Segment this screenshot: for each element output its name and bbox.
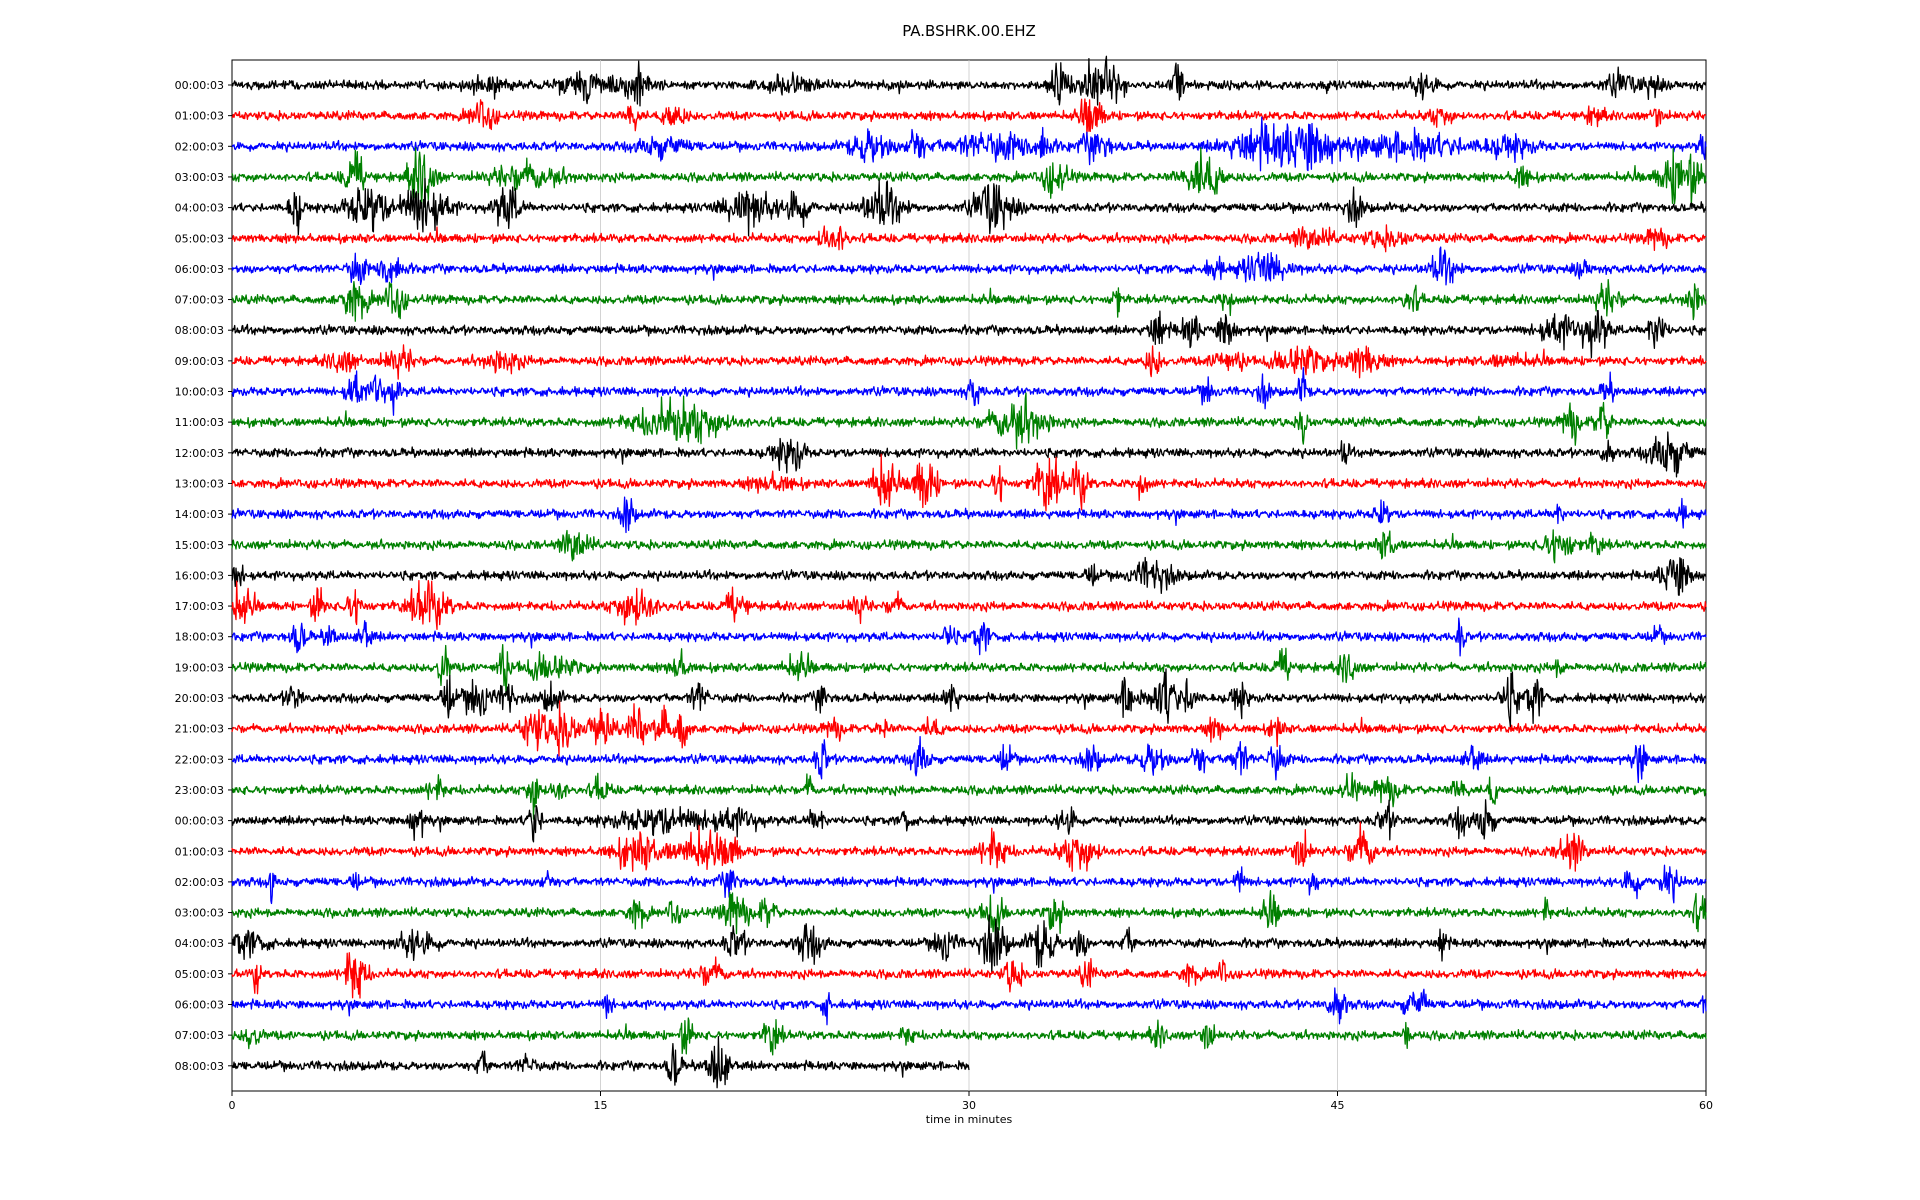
row-time-label: 14:00:03 — [175, 508, 224, 521]
trace-row — [231, 799, 1707, 843]
trace-row — [231, 392, 1707, 450]
row-time-label: 04:00:03 — [175, 202, 224, 215]
trace-row — [231, 246, 1707, 286]
seismic-traces — [231, 55, 1707, 1089]
trace-row — [231, 1036, 970, 1089]
trace-row — [231, 1017, 1707, 1056]
x-tick-label: 15 — [594, 1099, 608, 1112]
x-tick-label: 45 — [1331, 1099, 1345, 1112]
trace-row — [231, 431, 1707, 478]
row-time-label: 16:00:03 — [175, 569, 224, 582]
row-time-label: 09:00:03 — [175, 355, 224, 368]
row-time-label: 13:00:03 — [175, 477, 224, 490]
row-time-label: 00:00:03 — [175, 815, 224, 828]
row-time-label: 10:00:03 — [175, 386, 224, 399]
trace-row — [231, 644, 1707, 694]
trace-row — [231, 821, 1707, 872]
trace-row — [231, 98, 1707, 135]
x-axis-label: time in minutes — [926, 1113, 1013, 1126]
trace-row — [231, 556, 1707, 596]
trace-row — [231, 771, 1707, 820]
row-time-labels: 00:00:03 01:00:03 02:00:03 03:00:03 04:00:03… — [175, 79, 232, 1073]
trace-row — [231, 617, 1707, 657]
row-time-label: 05:00:03 — [175, 232, 224, 245]
trace-row — [231, 496, 1707, 534]
trace-row — [231, 735, 1707, 784]
trace-row — [231, 529, 1707, 564]
trace-row — [231, 889, 1707, 938]
row-time-label: 06:00:03 — [175, 263, 224, 276]
trace-row — [231, 278, 1707, 322]
row-time-label: 02:00:03 — [175, 876, 224, 889]
row-time-label: 01:00:03 — [175, 110, 224, 123]
trace-row — [231, 579, 1707, 630]
trace-row — [231, 310, 1707, 359]
row-time-label: 01:00:03 — [175, 845, 224, 858]
row-time-label: 00:00:03 — [175, 79, 224, 92]
trace-row — [231, 914, 1707, 973]
row-time-label: 17:00:03 — [175, 600, 224, 613]
row-time-label: 15:00:03 — [175, 539, 224, 552]
trace-row — [231, 177, 1707, 237]
row-time-label: 03:00:03 — [175, 907, 224, 920]
row-time-label: 08:00:03 — [175, 324, 224, 337]
x-axis-ticks: 0 15 30 45 60 — [229, 1091, 1713, 1112]
trace-row — [231, 700, 1707, 757]
trace-row — [231, 55, 1707, 107]
row-time-label: 20:00:03 — [175, 692, 224, 705]
row-time-label: 06:00:03 — [175, 999, 224, 1012]
row-time-label: 12:00:03 — [175, 447, 224, 460]
row-time-label: 21:00:03 — [175, 723, 224, 736]
trace-row — [231, 116, 1707, 172]
trace-row — [231, 147, 1707, 207]
row-time-label: 03:00:03 — [175, 171, 224, 184]
trace-row — [231, 453, 1707, 512]
trace-row — [231, 344, 1707, 380]
row-time-label: 18:00:03 — [175, 631, 224, 644]
row-time-label: 23:00:03 — [175, 784, 224, 797]
row-time-label: 08:00:03 — [175, 1060, 224, 1073]
x-tick-label: 60 — [1699, 1099, 1713, 1112]
trace-row — [231, 864, 1707, 905]
row-time-label: 07:00:03 — [175, 294, 224, 307]
row-time-label: 02:00:03 — [175, 140, 224, 153]
x-tick-label: 0 — [229, 1099, 236, 1112]
row-time-label: 07:00:03 — [175, 1029, 224, 1042]
row-time-label: 05:00:03 — [175, 968, 224, 981]
row-time-label: 19:00:03 — [175, 661, 224, 674]
trace-row — [231, 367, 1707, 416]
row-time-label: 11:00:03 — [175, 416, 224, 429]
x-tick-label: 30 — [962, 1099, 976, 1112]
trace-row — [231, 224, 1707, 253]
trace-row — [231, 952, 1707, 999]
trace-row — [231, 668, 1707, 728]
row-time-label: 22:00:03 — [175, 753, 224, 766]
trace-row — [231, 987, 1707, 1026]
chart-title: PA.BSHRK.00.EHZ — [902, 22, 1036, 40]
row-time-label: 04:00:03 — [175, 937, 224, 950]
